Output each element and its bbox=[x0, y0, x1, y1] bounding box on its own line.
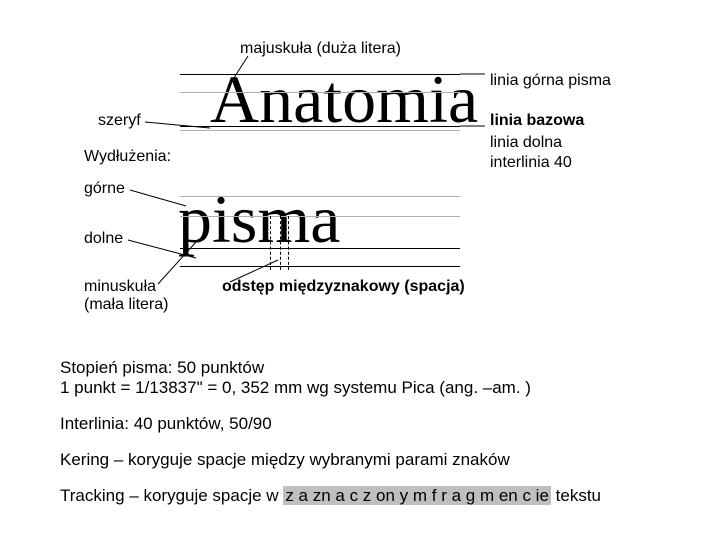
label-odstep: odstęp międzyznakowy (spacja) bbox=[222, 278, 465, 296]
body-line-kering: Kering – koryguje spacje między wybranym… bbox=[60, 450, 510, 470]
body-line-stopien: Stopień pisma: 50 punktów bbox=[60, 358, 264, 378]
label-linia-bazowa: linia bazowa bbox=[490, 112, 584, 130]
label-dolne: dolne bbox=[84, 230, 123, 248]
label-minuskula-line1: minuskuła bbox=[84, 278, 156, 295]
stage: Anatomia pisma majuskuła (duża litera) s… bbox=[0, 0, 720, 540]
label-linia-gorna: linia górna pisma bbox=[490, 72, 611, 90]
label-minuskula-line2: (mała litera) bbox=[84, 296, 168, 313]
body-line-tracking: Tracking – koryguje spacje w z a zn a c … bbox=[60, 486, 601, 506]
sample-word-anatomia: Anatomia bbox=[210, 60, 478, 139]
label-gorne: górne bbox=[84, 180, 125, 198]
tracking-post: tekstu bbox=[551, 486, 601, 505]
label-minuskula: minuskuła (mała litera) bbox=[84, 278, 168, 314]
tracking-pre: Tracking – koryguje spacje w bbox=[60, 486, 283, 505]
label-szeryf: szeryf bbox=[98, 112, 141, 130]
body-line-punkt: 1 punkt = 1/13837" = 0, 352 mm wg system… bbox=[60, 378, 531, 398]
label-interlinia40: interlinia 40 bbox=[490, 154, 572, 172]
label-wydluzenia: Wydłużenia: bbox=[84, 148, 171, 166]
label-majuskula: majuskuła (duża litera) bbox=[240, 40, 401, 58]
tracking-highlight: z a zn a c z on y m f r a g m en c ie bbox=[283, 486, 551, 505]
body-line-interlinia: Interlinia: 40 punktów, 50/90 bbox=[60, 414, 272, 434]
label-linia-dolna: linia dolna bbox=[490, 134, 562, 152]
